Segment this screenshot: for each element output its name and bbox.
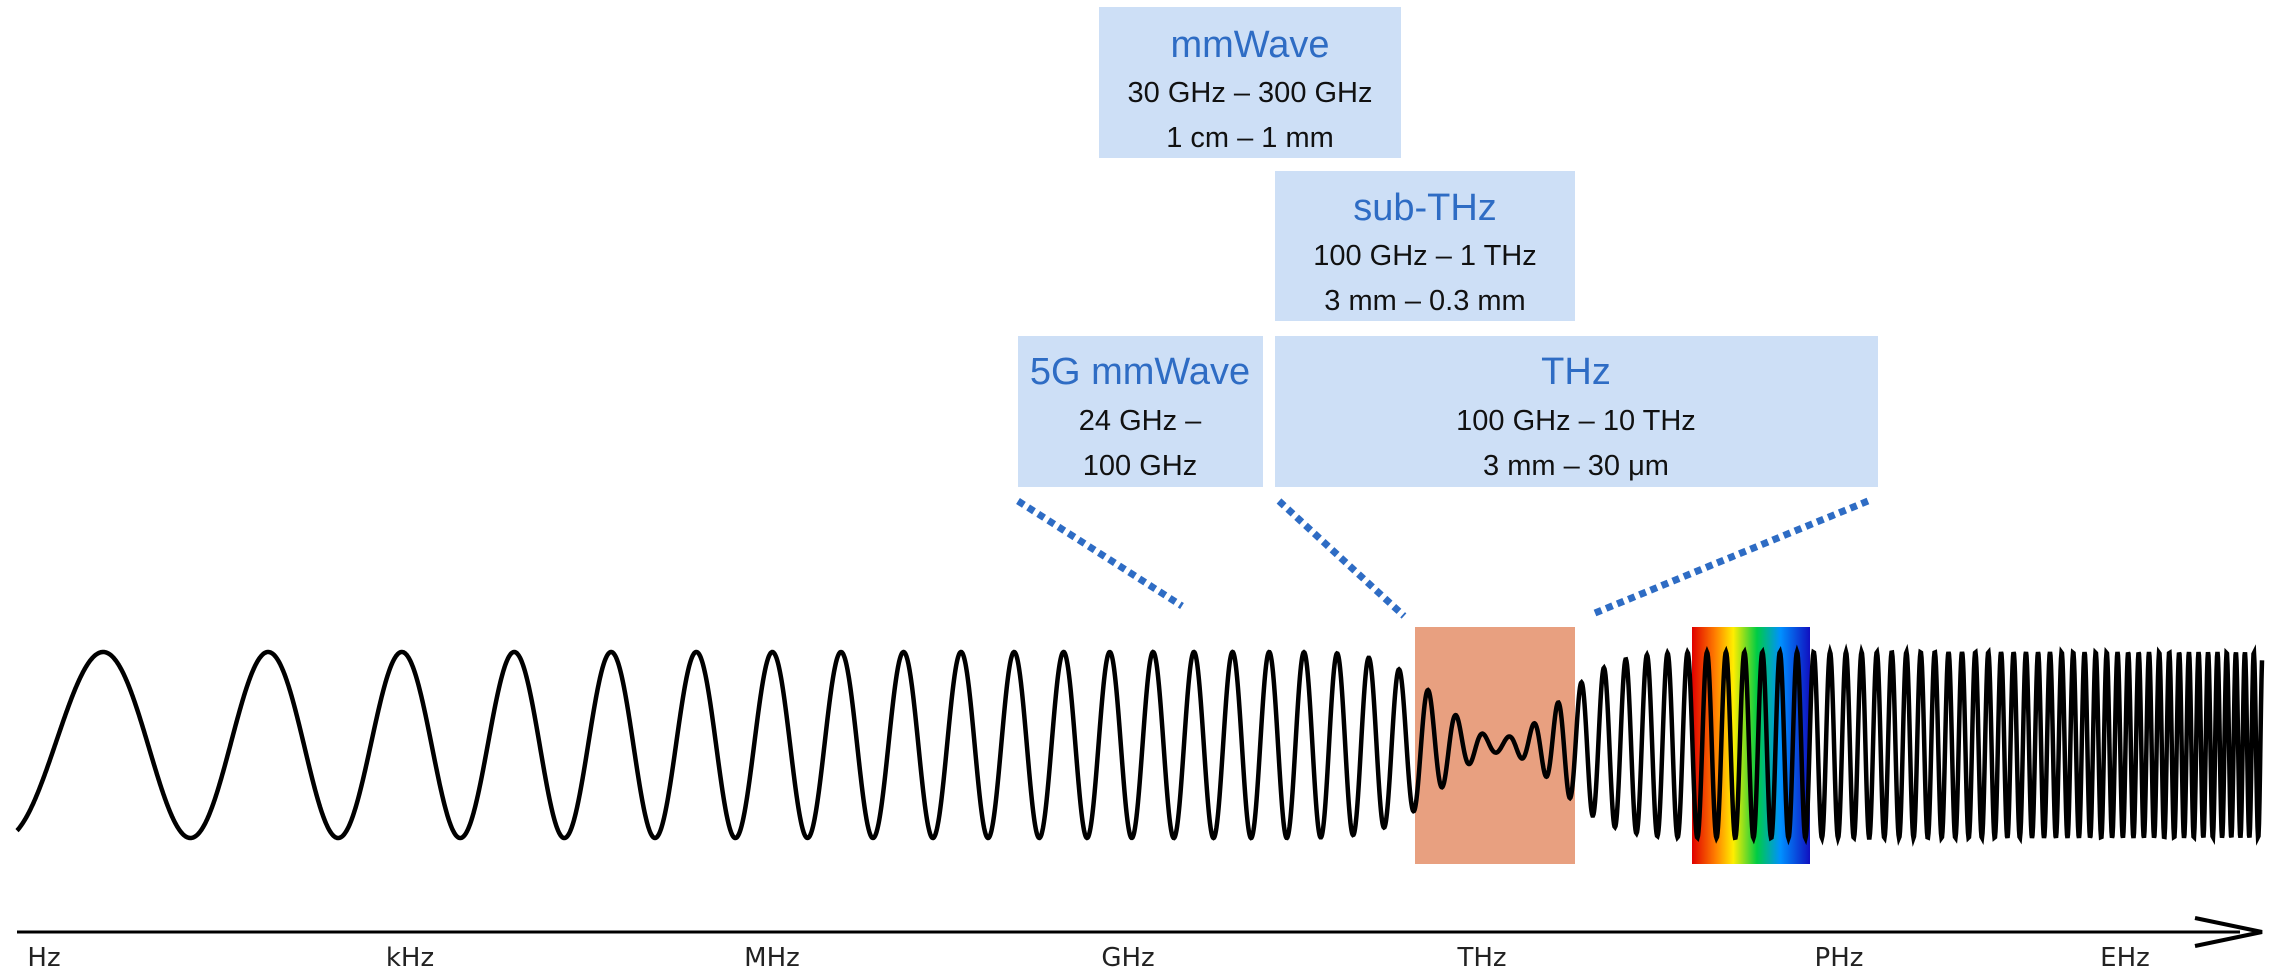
box-bg bbox=[1275, 171, 1575, 321]
pointer-line bbox=[1016, 498, 1184, 609]
box-line: 100 GHz bbox=[1083, 450, 1197, 482]
box-line: 24 GHz – bbox=[1079, 405, 1202, 437]
box-line: 100 GHz – 1 THz bbox=[1313, 240, 1537, 272]
box-line: 1 cm – 1 mm bbox=[1166, 122, 1334, 154]
axis-label: EHz bbox=[2100, 943, 2150, 973]
axis-label: THz bbox=[1456, 943, 1506, 973]
box-title: THz bbox=[1541, 351, 1611, 393]
box-line: 3 mm – 0.3 mm bbox=[1324, 285, 1525, 317]
box-mmwave: mmWave 30 GHz – 300 GHz 1 cm – 1 mm bbox=[1099, 7, 1401, 158]
box-bg bbox=[1099, 7, 1401, 158]
axis-label: GHz bbox=[1101, 943, 1154, 973]
axis-label: Hz bbox=[27, 943, 60, 973]
axis-label: kHz bbox=[386, 943, 434, 973]
wave bbox=[15, 643, 2265, 847]
axis-label: PHz bbox=[1815, 943, 1864, 973]
thz-band bbox=[1415, 627, 1575, 864]
box-line: 100 GHz – 10 THz bbox=[1456, 405, 1696, 437]
box-bg bbox=[1018, 336, 1263, 487]
box-thz: THz 100 GHz – 10 THz 3 mm – 30 μm bbox=[1275, 336, 1878, 487]
pointer-line bbox=[1593, 497, 1870, 617]
box-subthz: sub-THz 100 GHz – 1 THz 3 mm – 0.3 mm bbox=[1275, 171, 1575, 321]
pointer-line bbox=[1276, 498, 1407, 619]
box-line: 3 mm – 30 μm bbox=[1483, 450, 1669, 482]
box-title: mmWave bbox=[1170, 24, 1329, 66]
box-title: 5G mmWave bbox=[1030, 351, 1250, 393]
box-line: 30 GHz – 300 GHz bbox=[1128, 77, 1373, 109]
box-bg bbox=[1275, 336, 1878, 487]
box-title: sub-THz bbox=[1353, 187, 1497, 229]
axis-label: MHz bbox=[744, 943, 800, 973]
box-5g: 5G mmWave 24 GHz – 100 GHz bbox=[1018, 336, 1263, 487]
axis-arrow bbox=[2194, 916, 2263, 948]
